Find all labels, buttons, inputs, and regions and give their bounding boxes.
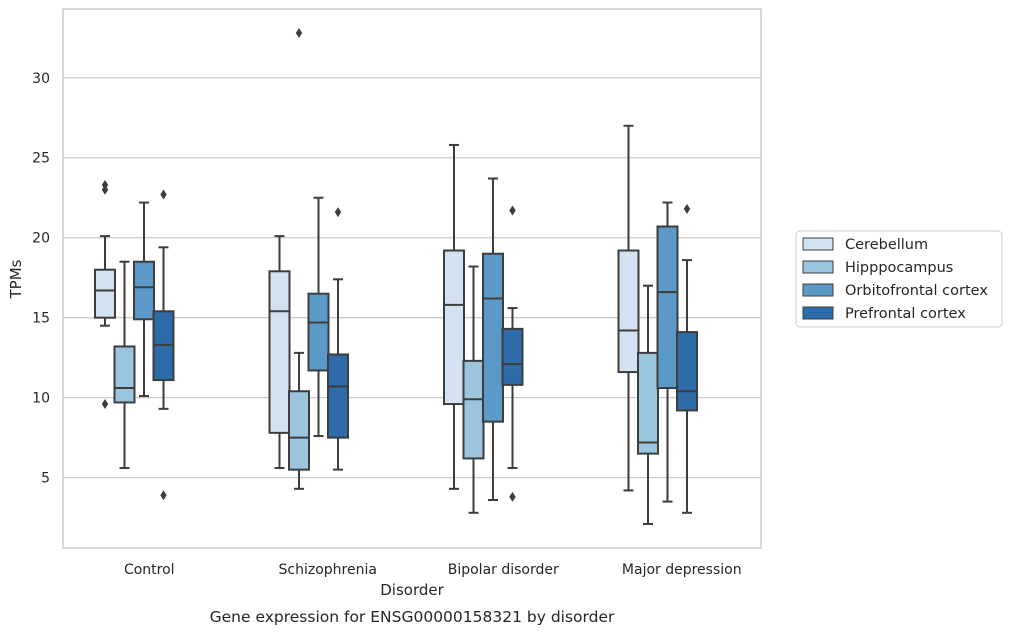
x-tick-label: Control bbox=[124, 562, 175, 578]
box-1-2 bbox=[307, 196, 330, 438]
legend-label: Cerebellum bbox=[845, 237, 928, 253]
y-axis-label: TPMs bbox=[7, 259, 25, 299]
chart-caption: Gene expression for ENSG00000158321 by d… bbox=[210, 608, 615, 626]
x-tick-labels: Control Schizophrenia Bipolar disorder Majo… bbox=[124, 562, 742, 578]
box-body bbox=[617, 249, 640, 374]
y-tick-label: 5 bbox=[41, 471, 50, 487]
outlier-point bbox=[101, 399, 109, 410]
box-3-3 bbox=[676, 203, 698, 514]
box-body bbox=[288, 390, 310, 471]
y-tick-label: 20 bbox=[32, 231, 50, 247]
legend-label: Prefrontal cortex bbox=[845, 306, 966, 322]
box-1-0 bbox=[268, 235, 291, 470]
box-body bbox=[307, 292, 330, 372]
legend-swatch bbox=[802, 237, 834, 251]
box-body bbox=[482, 252, 504, 423]
box-body bbox=[443, 249, 465, 406]
box-0-3 bbox=[152, 189, 175, 501]
box-3-0 bbox=[617, 124, 640, 492]
outlier-point bbox=[509, 491, 516, 502]
box-3-1 bbox=[637, 284, 659, 526]
y-tick-label: 10 bbox=[32, 391, 50, 407]
box-2-0 bbox=[443, 143, 465, 490]
gridlines bbox=[63, 77, 761, 479]
box-groups bbox=[94, 27, 698, 526]
box-2-1 bbox=[462, 265, 485, 514]
box-body bbox=[113, 345, 136, 404]
legend-frame bbox=[795, 230, 1003, 328]
x-tick-label: Schizophrenia bbox=[279, 562, 377, 578]
x-tick-label: Major depression bbox=[622, 562, 742, 578]
box-body bbox=[133, 260, 155, 321]
box-2-3 bbox=[501, 205, 524, 502]
box-body bbox=[656, 225, 679, 390]
y-tick-label: 15 bbox=[32, 311, 50, 327]
box-body bbox=[94, 268, 116, 319]
x-tick-label: Bipolar disorder bbox=[448, 562, 559, 578]
box-body bbox=[462, 359, 485, 460]
legend: Cerebellum Hipppocampus Orbitofrontal cort… bbox=[795, 230, 1003, 328]
outlier-point bbox=[334, 207, 342, 218]
y-tick-labels: 5 10 15 20 25 30 bbox=[32, 71, 50, 487]
plot-frame bbox=[62, 8, 762, 549]
box-1-3 bbox=[327, 207, 349, 471]
y-tick-label: 30 bbox=[32, 71, 50, 87]
outlier-point bbox=[160, 490, 167, 501]
x-axis-label: Disorder bbox=[380, 581, 444, 599]
legend-swatch bbox=[802, 260, 834, 274]
box-body bbox=[268, 270, 291, 434]
box-body bbox=[327, 353, 349, 439]
box-1-1 bbox=[288, 27, 310, 490]
legend-label: Orbitofrontal cortex bbox=[845, 283, 988, 299]
y-tick-label: 25 bbox=[32, 151, 50, 167]
box-2-2 bbox=[482, 177, 504, 502]
outlier-point bbox=[509, 205, 516, 216]
outlier-point bbox=[101, 184, 109, 195]
box-body bbox=[637, 351, 659, 455]
box-0-1 bbox=[113, 260, 136, 470]
legend-swatch bbox=[802, 283, 834, 297]
legend-label: Hipppocampus bbox=[845, 260, 953, 276]
legend-swatch bbox=[802, 306, 834, 320]
outlier-point bbox=[160, 189, 167, 200]
box-0-2 bbox=[133, 201, 155, 398]
box-0-0 bbox=[94, 179, 116, 410]
outlier-point bbox=[295, 27, 303, 38]
box-3-2 bbox=[656, 201, 679, 503]
outlier-point bbox=[683, 203, 691, 214]
box-body bbox=[501, 327, 524, 386]
box-body bbox=[676, 331, 698, 412]
